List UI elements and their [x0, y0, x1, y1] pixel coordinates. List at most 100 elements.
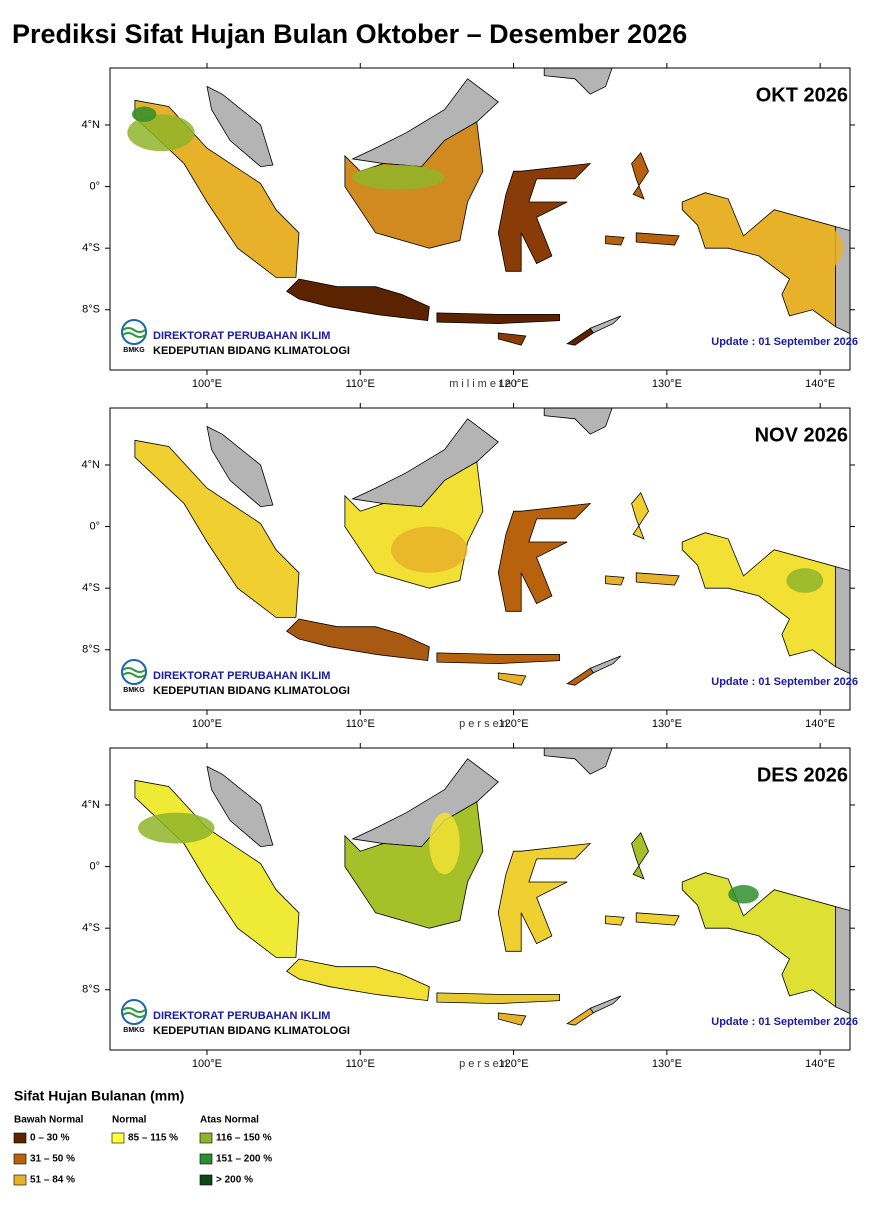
legend-swatch	[111, 1132, 125, 1144]
island	[681, 872, 836, 1008]
rain-patch	[391, 526, 468, 573]
rain-patch	[728, 885, 759, 904]
island	[497, 842, 592, 952]
institution-line1: DIREKTORAT PERUBAHAN IKLIM	[153, 330, 330, 342]
island	[605, 235, 625, 246]
neighbor-land	[589, 995, 622, 1014]
lat-label: 4°N	[82, 799, 101, 811]
page-title: Prediksi Sifat Hujan Bulan Oktober – Des…	[12, 19, 687, 49]
institution-line2: KEDEPUTIAN BIDANG KLIMATOLOGI	[153, 345, 350, 357]
island	[497, 332, 527, 346]
lon-label: 100°E	[192, 718, 222, 730]
island	[497, 1012, 527, 1026]
island	[635, 572, 680, 586]
island	[681, 532, 836, 668]
legend-swatch	[13, 1153, 27, 1165]
rain-patch	[429, 812, 460, 875]
logo-wave	[122, 327, 146, 338]
map-layer	[127, 68, 850, 346]
lat-label: 4°S	[82, 922, 100, 934]
lat-label: 4°N	[82, 459, 101, 471]
map-panel: 4°N 0° 4°S 8°S 100°E 110°E 120°E 130°E 140°E pers…	[82, 743, 858, 1070]
lat-label: 0°	[89, 180, 100, 192]
island	[497, 672, 527, 686]
lat-label: 8°S	[82, 304, 100, 316]
island	[681, 192, 836, 328]
neighbor-land	[206, 765, 274, 848]
logo-text: BMKG	[123, 687, 145, 694]
panel-label: DES 2026	[757, 764, 848, 786]
lon-label: 110°E	[346, 718, 375, 730]
map-panel: 4°N 0° 4°S 8°S 100°E 110°E 120°E 130°E 140°E pers…	[82, 403, 858, 730]
island	[566, 1007, 594, 1026]
lon-label: 140°E	[805, 718, 835, 730]
update-label: Update : 01 September 2026	[711, 336, 858, 348]
legend-item: 51 – 84 %	[30, 1175, 75, 1186]
neighbor-land	[206, 425, 274, 508]
neighbor-land	[835, 566, 850, 674]
island	[286, 958, 430, 1002]
institution-line2: KEDEPUTIAN BIDANG KLIMATOLOGI	[153, 685, 350, 697]
lat-label: 4°N	[82, 119, 101, 131]
institution-line2: KEDEPUTIAN BIDANG KLIMATOLOGI	[153, 1025, 350, 1037]
logo-wave	[122, 667, 146, 678]
lat-label: 0°	[89, 520, 100, 532]
neighbor-land	[589, 655, 622, 674]
island	[605, 915, 625, 926]
neighbor-land	[543, 68, 613, 95]
lon-label: 110°E	[346, 1058, 375, 1070]
map-panel: 4°N 0° 4°S 8°S 100°E 110°E 120°E 130°E 140°E mili…	[82, 63, 858, 390]
legend-item: 151 – 200 %	[216, 1154, 272, 1165]
lon-label: 130°E	[652, 378, 682, 390]
lon-label: 140°E	[805, 378, 835, 390]
rain-patch	[131, 106, 157, 122]
lat-label: 8°S	[82, 984, 100, 996]
lon-label: 100°E	[192, 1058, 222, 1070]
legend-group: Atas Normal	[200, 1115, 259, 1126]
legend-swatch	[199, 1174, 213, 1186]
island	[436, 312, 560, 325]
legend-swatch	[13, 1174, 27, 1186]
legend-item: 116 – 150 %	[216, 1133, 272, 1144]
legend-item: 0 – 30 %	[30, 1133, 70, 1144]
lon-label: 100°E	[192, 378, 222, 390]
unit-label: milimeter	[449, 378, 521, 390]
legend-swatch	[199, 1132, 213, 1144]
legend-swatch	[199, 1153, 213, 1165]
lon-label: 130°E	[652, 1058, 682, 1070]
institution-line1: DIREKTORAT PERUBAHAN IKLIM	[153, 670, 330, 682]
logo-text: BMKG	[123, 347, 145, 354]
island	[286, 618, 430, 662]
lon-label: 110°E	[346, 378, 375, 390]
island	[631, 491, 649, 540]
map-layer	[134, 408, 850, 686]
island	[635, 912, 680, 926]
panel-frame	[109, 747, 851, 1051]
island	[631, 151, 649, 200]
neighbor-land	[206, 85, 274, 168]
lat-label: 8°S	[82, 644, 100, 656]
neighbor-land	[835, 906, 850, 1014]
rain-patch	[786, 568, 824, 593]
unit-label: persen	[459, 718, 511, 730]
rain-patch	[138, 812, 215, 844]
lat-label: 4°S	[82, 582, 100, 594]
island	[497, 162, 592, 272]
rain-patch	[797, 225, 844, 272]
lon-label: 130°E	[652, 718, 682, 730]
island	[566, 327, 594, 346]
rain-patch	[352, 165, 445, 190]
island	[605, 575, 625, 586]
island	[436, 992, 560, 1005]
island	[286, 278, 430, 322]
lat-label: 0°	[89, 860, 100, 872]
logo-wave	[122, 1007, 146, 1018]
legend-title: Sifat Hujan Bulanan (mm)	[14, 1088, 184, 1104]
neighbor-land	[589, 315, 622, 334]
lon-label: 120°E	[499, 718, 529, 730]
legend-group: Normal	[112, 1115, 147, 1126]
legend-item: 85 – 115 %	[128, 1133, 178, 1144]
lat-label: 4°S	[82, 242, 100, 254]
neighbor-land	[543, 408, 613, 435]
